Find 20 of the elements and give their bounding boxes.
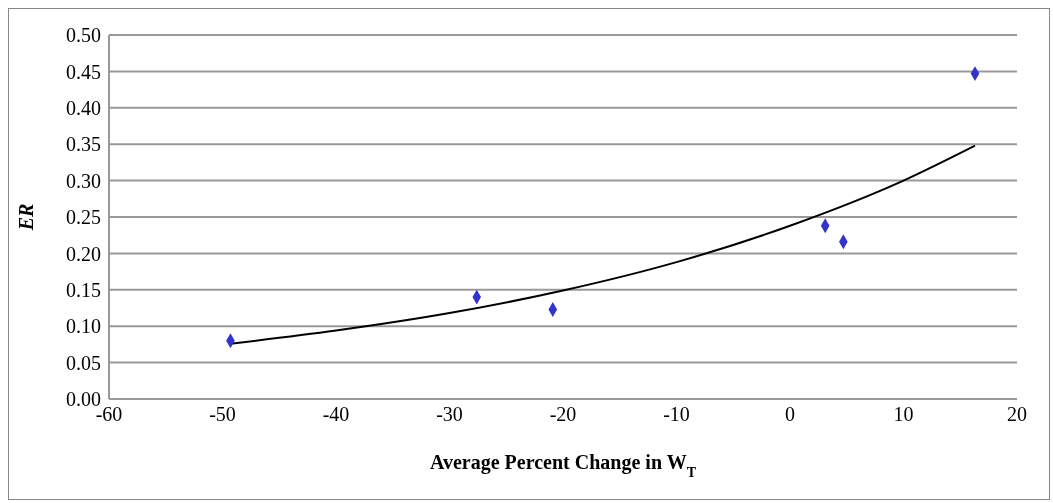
y-tick-label: 0.50 bbox=[66, 24, 101, 47]
x-tick-label: -20 bbox=[549, 403, 577, 426]
x-tick-label: 10 bbox=[893, 403, 914, 426]
y-tick-label: 0.10 bbox=[66, 315, 101, 338]
x-tick-label: -10 bbox=[663, 403, 690, 426]
x-axis-title: Average Percent Change in W$_{T}$ bbox=[430, 451, 697, 480]
x-tick-label: -40 bbox=[322, 403, 350, 426]
y-tick-label: 0.40 bbox=[66, 96, 101, 119]
y-axis-title: ER bbox=[15, 203, 37, 232]
x-tick-label: -50 bbox=[209, 403, 236, 426]
x-tick-label: 20 bbox=[1007, 403, 1027, 426]
x-tick-label: -30 bbox=[436, 403, 463, 426]
y-tick-label: 0.25 bbox=[66, 206, 101, 229]
y-tick-label: 0.05 bbox=[66, 351, 101, 374]
y-tick-label: 0.45 bbox=[66, 60, 101, 83]
x-tick-label: 0 bbox=[785, 403, 795, 426]
y-tick-label: 0.30 bbox=[66, 169, 101, 192]
y-tick-label: 0.15 bbox=[66, 278, 101, 301]
y-tick-label: 0.35 bbox=[66, 133, 101, 156]
y-tick-label: 0.20 bbox=[66, 242, 101, 265]
